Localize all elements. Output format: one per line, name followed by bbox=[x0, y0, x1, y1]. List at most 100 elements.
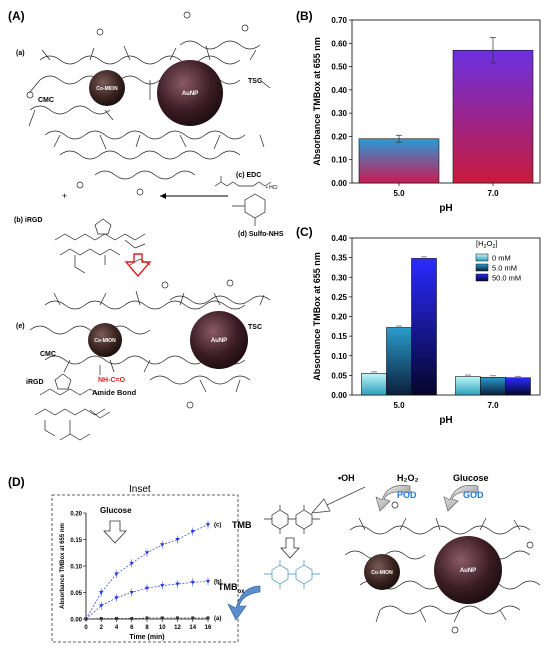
irgd-structure-bottom bbox=[34, 365, 111, 441]
chart-b-ytick-label: 0.30 bbox=[331, 109, 347, 118]
chart-c-xlabel: pH bbox=[439, 415, 452, 426]
inset-title: Inset bbox=[129, 484, 151, 495]
aunp-particle-d bbox=[434, 536, 502, 604]
sulfo-nhs-structure bbox=[232, 193, 266, 226]
panel-a-label: (A) bbox=[8, 9, 25, 23]
chart-d-xtick-label: 2 bbox=[100, 625, 104, 631]
chart-c-legend-title-part: ] bbox=[495, 239, 497, 248]
chart-b-ytick-label: 0.10 bbox=[331, 156, 347, 165]
chart-c-legend-title: [H2O2] bbox=[476, 239, 498, 250]
chart-b-ytick-label: 0.50 bbox=[331, 63, 347, 72]
chart-c-ytick-label: 0.30 bbox=[331, 273, 347, 282]
h2o2-label: H₂O₂ bbox=[397, 473, 419, 483]
red-down-arrow bbox=[124, 253, 152, 278]
chart-d-point bbox=[115, 616, 118, 620]
panel-b: (B) 0.00 0.10 0.20 0.30 0.40 0.50 0.60 0.70 5.0 7… bbox=[296, 9, 541, 214]
chart-b-bar bbox=[358, 138, 440, 184]
chart-d-ytick-label: 0.15 bbox=[70, 538, 82, 544]
chart-d-xtick-label: 10 bbox=[159, 625, 166, 631]
chart-d-point bbox=[206, 616, 210, 620]
chart-d-xtick-label: 14 bbox=[189, 625, 196, 631]
chart-d-xtick-label: 12 bbox=[174, 625, 181, 631]
chart-c-legend-swatch bbox=[475, 253, 489, 262]
chart-c-frame bbox=[351, 237, 541, 396]
chart-d-xlabel: Time (min) bbox=[129, 634, 164, 641]
chart-c-bar bbox=[480, 377, 506, 396]
chart-c-ytick-label: 0.40 bbox=[331, 234, 347, 243]
chart-d-ytick-label: 0.05 bbox=[70, 591, 82, 597]
co-mion-label-top: Co-MION bbox=[96, 86, 118, 92]
chart-c: 0.00 0.05 0.10 0.15 0.20 0.25 0.30 0.35 0.40 5.0 7… bbox=[312, 234, 541, 426]
chart-b-ylabel: Absorbance TMBox at 655 nm bbox=[312, 37, 322, 166]
pod-label: POD bbox=[397, 490, 417, 500]
tmb-down-arrow bbox=[280, 537, 300, 559]
chart-c-ytick-label: 0.20 bbox=[331, 313, 347, 322]
co-mion-label-bottom: Co-MION bbox=[94, 338, 116, 344]
aunp-label-top: AuNP bbox=[182, 91, 198, 97]
chart-c-ytick-label: 0.35 bbox=[331, 254, 347, 263]
chart-c-bar bbox=[361, 373, 387, 396]
irgd-structure-top bbox=[54, 218, 151, 274]
inset-box bbox=[51, 494, 239, 643]
chart-c-ytick-label: 0.15 bbox=[331, 332, 347, 341]
god-label: GOD bbox=[463, 490, 484, 500]
oh-label: •OH bbox=[338, 473, 355, 483]
chart-b-bar bbox=[452, 49, 534, 184]
chart-c-ytick-label: 0.10 bbox=[331, 352, 347, 361]
god-arrow bbox=[443, 485, 479, 512]
tmb-label: TMB bbox=[232, 520, 252, 530]
chart-d-series-label: (b) bbox=[214, 579, 222, 585]
tsc-label-bottom: TSC bbox=[248, 324, 262, 331]
step-e-label: (e) bbox=[16, 323, 25, 330]
panel-a: (A) (a) CMC TSC Co-MION AuNP bbox=[8, 9, 284, 441]
edc-structure bbox=[214, 176, 272, 187]
chart-c-bar bbox=[386, 327, 412, 396]
aunp-particle-bottom bbox=[190, 311, 248, 369]
chart-d-ylabel: Absorbance TMBox at 655 nm bbox=[60, 523, 66, 609]
chart-c-legend-label: 50.0 mM bbox=[492, 274, 521, 283]
pod-arrow bbox=[375, 485, 411, 512]
co-mion-label-d: Co-MION bbox=[371, 570, 393, 576]
chart-c-bar bbox=[411, 258, 437, 396]
inset-glucose-arrow bbox=[103, 520, 127, 544]
chart-c-legend-title-part: 2 bbox=[484, 244, 487, 250]
chart-d-ytick-label: 0.00 bbox=[70, 618, 82, 624]
step-b-label: (b) iRGD bbox=[14, 217, 42, 224]
step-d-label: (d) Sulfo-NHS bbox=[238, 231, 284, 238]
chart-d-point bbox=[130, 616, 134, 620]
chart-d-point bbox=[160, 616, 164, 620]
chart-d-inset: 0.00 0.05 0.10 0.15 0.20 0 2 4 6 8 10 12 14 16 Time (m… bbox=[60, 512, 222, 642]
chart-d-xtick-label: 8 bbox=[145, 625, 149, 631]
chart-c-ytick-label: 0.05 bbox=[331, 371, 347, 380]
chart-d-point bbox=[84, 617, 88, 621]
chart-d-series-line bbox=[85, 524, 209, 620]
chart-c-legend-label: 5.0 mM bbox=[492, 264, 517, 273]
chart-c-xtick-label: 7.0 bbox=[487, 401, 499, 410]
chart-c-legend-title-part: O bbox=[487, 239, 493, 248]
chart-d-series-line bbox=[85, 581, 209, 620]
oh-arrow bbox=[311, 486, 366, 514]
amide-formula: NH-C=O bbox=[98, 377, 126, 384]
cmc-label: CMC bbox=[38, 97, 54, 104]
chart-d-ytick-label: 0.20 bbox=[70, 512, 82, 518]
chart-d-point bbox=[145, 616, 149, 620]
chart-c-ytick-label: 0.25 bbox=[331, 293, 347, 302]
co-mion-particle-top bbox=[89, 70, 125, 106]
chart-d-series-label: (a) bbox=[214, 616, 221, 622]
chart-b-frame bbox=[351, 19, 541, 184]
chart-c-legend-swatch bbox=[475, 273, 489, 282]
chart-c-legend-title-part: [H bbox=[476, 239, 484, 248]
chart-c-ytick-label: 0.00 bbox=[331, 391, 347, 400]
chart-c-legend-swatch bbox=[475, 263, 489, 272]
cmc-label-bottom: CMC bbox=[40, 351, 56, 358]
plus-sign: + bbox=[62, 191, 67, 201]
chart-b-xtick-label: 5.0 bbox=[393, 189, 405, 198]
chart-b-xtick-label: 7.0 bbox=[487, 189, 499, 198]
tmb-ox-label: TMBox bbox=[218, 582, 245, 595]
aunp-label-bottom: AuNP bbox=[211, 338, 227, 344]
panel-c-label: (C) bbox=[296, 225, 313, 239]
chart-d-point bbox=[191, 616, 195, 620]
chart-b-xlabel: pH bbox=[439, 203, 452, 214]
chart-d-xtick-label: 4 bbox=[115, 625, 119, 631]
chart-b-ytick-label: 0.00 bbox=[331, 179, 347, 188]
